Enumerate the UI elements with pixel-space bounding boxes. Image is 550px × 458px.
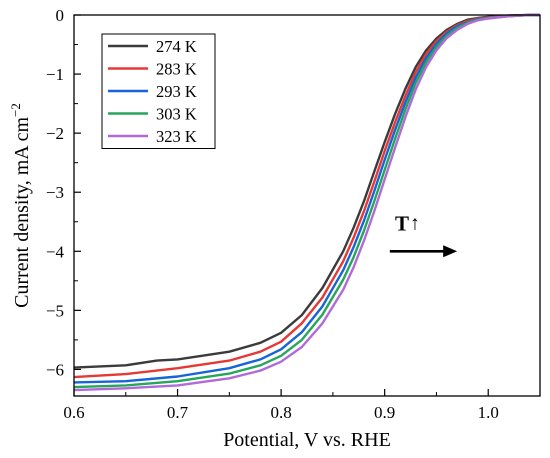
y-tick-label: −3: [46, 183, 64, 202]
x-tick-label: 0.7: [167, 403, 189, 422]
legend-label: 293 K: [156, 82, 197, 101]
right-arrow-icon: [443, 245, 458, 258]
series-layer: [73, 13, 540, 392]
x-tick-label: 1.0: [478, 403, 499, 422]
annotation: T↑: [389, 212, 458, 258]
legend-label: 303 K: [156, 105, 197, 124]
legend-label: 274 K: [156, 37, 197, 56]
temperature-annotation: T↑: [395, 212, 420, 236]
legend-label: 323 K: [156, 127, 197, 146]
legend-label: 283 K: [156, 60, 197, 79]
y-tick-label: −2: [46, 124, 64, 143]
y-tick-label: −6: [46, 360, 64, 379]
x-axis-title: Potential, V vs. RHE: [223, 429, 391, 451]
x-tick-label: 0.9: [374, 403, 395, 422]
y-tick-label: −5: [46, 301, 64, 320]
y-axis-title: Current density, mA cm−2: [8, 103, 33, 308]
series-line: [73, 13, 540, 392]
axis-ticks: 0.6 0.7 0.8 0.9 1.0 0 −1 −2 −3 −4 −5 −6: [46, 6, 499, 422]
y-tick-label: −1: [46, 65, 64, 84]
y-tick-label: 0: [56, 6, 65, 25]
legend: 274 K 283 K 293 K 303 K 323 K: [101, 33, 216, 149]
y-tick-label: −4: [46, 242, 65, 261]
plot-frame: [73, 14, 541, 397]
x-tick-label: 0.8: [270, 403, 291, 422]
x-tick-label: 0.6: [63, 403, 84, 422]
